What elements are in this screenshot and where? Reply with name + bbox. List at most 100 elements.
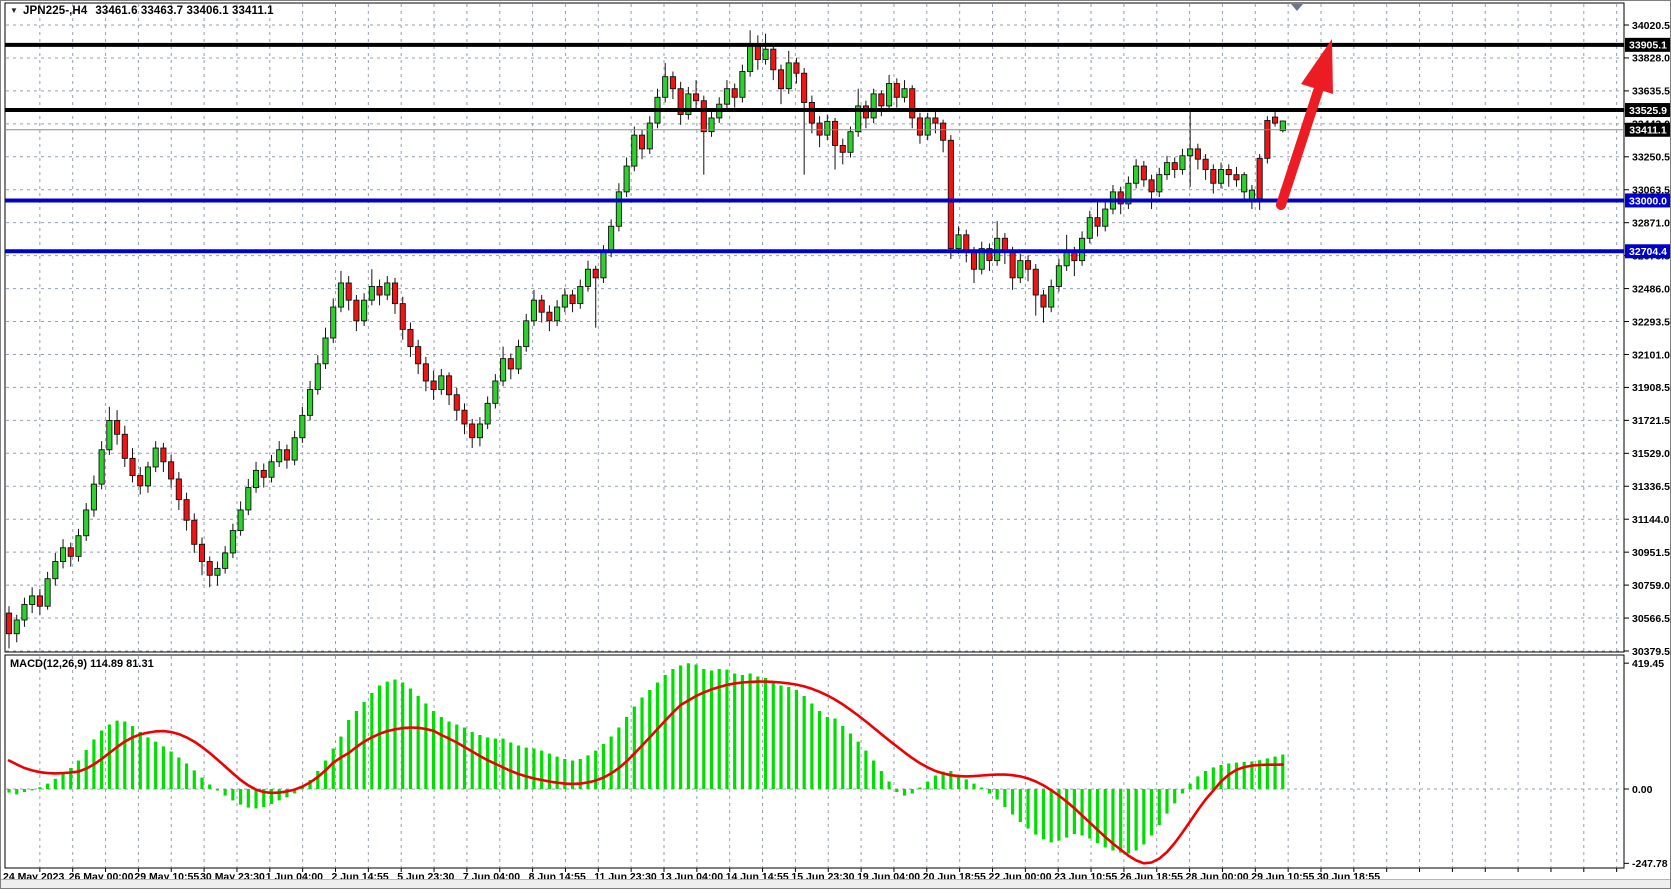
price-badge-label: 32704.4 [1629, 246, 1667, 258]
bear-candle [114, 420, 121, 435]
bull-candle [268, 461, 275, 478]
price-tick-label: 31908.5 [1632, 382, 1670, 394]
bear-candle [376, 285, 383, 296]
bear-candle [1140, 165, 1147, 181]
bull-candle [214, 567, 221, 576]
price-badge-label: 33411.1 [1629, 125, 1667, 137]
bull-candle [515, 346, 522, 370]
bull-candle [739, 71, 746, 98]
bear-candle [1040, 294, 1047, 308]
chart-title: ▼ JPN225-,H4 33461.6 33463.7 33406.1 33411… [10, 5, 274, 17]
macd-tick-label: -247.78 [1632, 858, 1668, 870]
price-badge-label: 33000.0 [1629, 195, 1667, 207]
bear-candle [36, 595, 43, 607]
bear-candle [816, 122, 823, 136]
bull-candle [646, 122, 653, 150]
bull-candle [662, 76, 669, 98]
bear-candle [507, 358, 514, 370]
price-tick-label: 32101.0 [1632, 349, 1670, 361]
bear-candle [453, 394, 460, 411]
price-badges: 33905.1 33525.9 33000.0 32704.4 33411.1 [1625, 37, 1670, 259]
bull-candle [13, 619, 20, 635]
bear-candle [731, 88, 738, 98]
bear-candle [1210, 169, 1217, 184]
bull-candle [337, 282, 345, 308]
price-tick-label: 32486.0 [1632, 283, 1670, 295]
bear-candle [638, 134, 646, 150]
bull-candle [1279, 120, 1286, 132]
bear-candle [1272, 116, 1279, 124]
bull-candle [384, 282, 391, 296]
bull-candle [1063, 251, 1070, 267]
price-badge [1625, 193, 1670, 208]
bull-candle [229, 530, 236, 554]
price-tick-label: 31721.5 [1632, 415, 1670, 427]
bear-candle [754, 45, 761, 60]
bull-candle [1125, 182, 1132, 205]
bull-candle [1163, 162, 1171, 176]
bear-candle [770, 48, 777, 71]
bear-candle [1071, 251, 1078, 262]
horizontal-line-objects [5, 42, 1624, 254]
bull-candle [237, 509, 244, 532]
bear-candle [839, 144, 846, 153]
price-badge [1625, 122, 1670, 137]
bear-candle [932, 117, 939, 124]
bull-candle [1055, 265, 1062, 287]
bear-candle [831, 120, 839, 146]
bull-candle [500, 358, 507, 382]
price-tick-label: 33635.5 [1632, 86, 1670, 98]
bull-candle [438, 375, 445, 391]
bull-candle [1179, 155, 1186, 170]
bear-candle [947, 139, 954, 250]
bull-candle [1102, 208, 1109, 227]
bear-candle [422, 363, 429, 382]
bear-candle [391, 282, 399, 305]
bull-candle [1217, 169, 1225, 184]
bull-candle [1156, 174, 1163, 193]
bear-candle [1194, 148, 1201, 160]
bull-candle [723, 88, 731, 105]
bear-candle [546, 311, 553, 322]
bull-candle [1048, 285, 1055, 308]
bear-candle [1032, 268, 1039, 296]
price-badge [1625, 244, 1670, 259]
macd-indicator-label: MACD(12,26,9) 114.89 81.31 [10, 658, 154, 670]
bear-candle [793, 62, 800, 74]
price-tick-label: 33828.0 [1632, 53, 1670, 65]
bull-candle [29, 595, 36, 605]
bull-candle [554, 306, 561, 322]
price-tick-label: 33250.5 [1632, 152, 1670, 164]
bull-candle [98, 449, 105, 485]
bull-candle [291, 437, 298, 461]
bear-candle [693, 93, 700, 102]
bull-candle [955, 234, 962, 250]
bull-candle [901, 88, 908, 98]
bull-candle [577, 285, 584, 305]
price-badge [1625, 103, 1670, 118]
bull-candle [631, 134, 638, 167]
bear-candle [283, 449, 290, 461]
bear-candle [808, 102, 815, 124]
chart-shift-marker-icon[interactable] [1291, 4, 1303, 11]
bear-candle [893, 83, 900, 98]
symbol-dropdown-icon[interactable]: ▼ [10, 6, 19, 15]
bear-candle [1256, 157, 1263, 200]
bear-candle [183, 499, 190, 521]
bull-candle [484, 402, 491, 425]
bull-candle [144, 466, 152, 487]
macd-signal-line [7, 680, 1285, 865]
bear-candle [1225, 169, 1232, 176]
bull-candle [870, 93, 877, 119]
bull-candle [299, 414, 306, 439]
bear-candle [801, 72, 808, 103]
bull-candle [307, 389, 314, 416]
price-tick-label: 32871.0 [1632, 217, 1670, 229]
bear-candle [67, 547, 74, 557]
bear-candle [909, 88, 916, 119]
candles [5, 30, 1286, 649]
bear-candle [777, 69, 785, 90]
bear-candle [353, 299, 360, 322]
bull-candle [584, 268, 592, 287]
